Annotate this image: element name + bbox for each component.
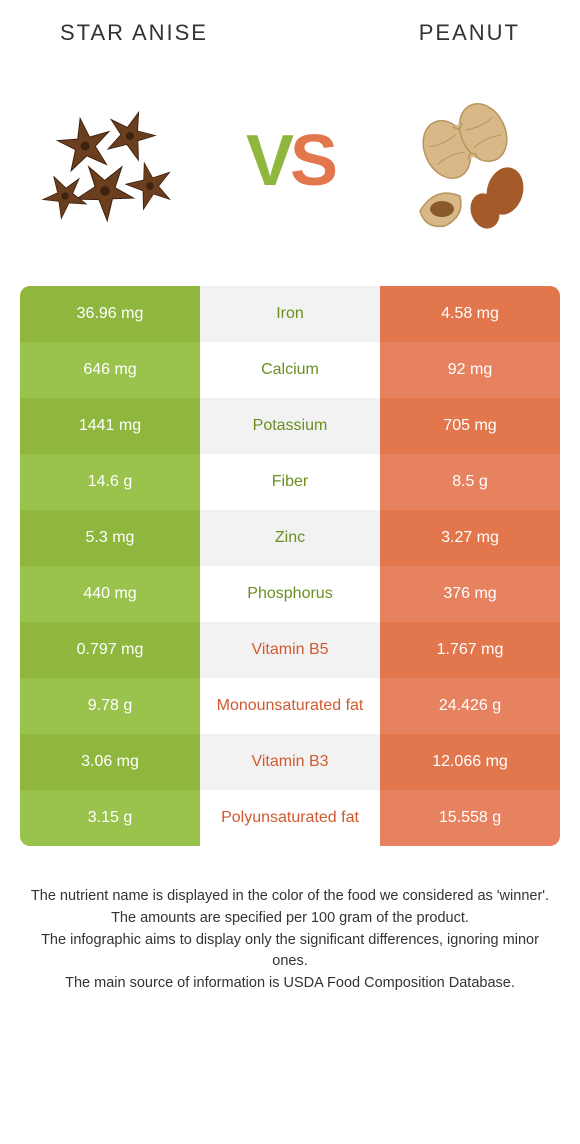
nutrient-name: Iron bbox=[200, 286, 380, 342]
table-row: 440 mgPhosphorus376 mg bbox=[20, 566, 560, 622]
vs-s: S bbox=[290, 120, 334, 202]
right-value: 705 mg bbox=[380, 398, 560, 454]
left-value: 3.15 g bbox=[20, 790, 200, 846]
table-row: 0.797 mgVitamin B51.767 mg bbox=[20, 622, 560, 678]
comparison-table: 36.96 mgIron4.58 mg646 mgCalcium92 mg144… bbox=[20, 286, 560, 846]
left-value: 9.78 g bbox=[20, 678, 200, 734]
right-value: 8.5 g bbox=[380, 454, 560, 510]
right-value: 92 mg bbox=[380, 342, 560, 398]
nutrient-name: Vitamin B5 bbox=[200, 622, 380, 678]
table-row: 3.06 mgVitamin B312.066 mg bbox=[20, 734, 560, 790]
left-value: 5.3 mg bbox=[20, 510, 200, 566]
nutrient-name: Fiber bbox=[200, 454, 380, 510]
vs-label: V S bbox=[246, 120, 334, 202]
table-row: 9.78 gMonounsaturated fat24.426 g bbox=[20, 678, 560, 734]
peanut-icon bbox=[390, 81, 550, 241]
nutrient-name: Zinc bbox=[200, 510, 380, 566]
footer-line-1: The nutrient name is displayed in the co… bbox=[30, 886, 550, 908]
right-value: 1.767 mg bbox=[380, 622, 560, 678]
right-value: 24.426 g bbox=[380, 678, 560, 734]
footer-line-3: The infographic aims to display only the… bbox=[30, 930, 550, 974]
table-row: 36.96 mgIron4.58 mg bbox=[20, 286, 560, 342]
nutrient-name: Phosphorus bbox=[200, 566, 380, 622]
table-row: 646 mgCalcium92 mg bbox=[20, 342, 560, 398]
nutrient-name: Polyunsaturated fat bbox=[200, 790, 380, 846]
vs-v: V bbox=[246, 120, 290, 202]
left-value: 3.06 mg bbox=[20, 734, 200, 790]
footer-notes: The nutrient name is displayed in the co… bbox=[0, 846, 580, 1015]
nutrient-name: Vitamin B3 bbox=[200, 734, 380, 790]
nutrient-name: Calcium bbox=[200, 342, 380, 398]
left-value: 646 mg bbox=[20, 342, 200, 398]
footer-line-2: The amounts are specified per 100 gram o… bbox=[30, 908, 550, 930]
hero-row: V S bbox=[0, 56, 580, 286]
right-value: 376 mg bbox=[380, 566, 560, 622]
header: Star anise Peanut bbox=[0, 0, 580, 56]
left-value: 36.96 mg bbox=[20, 286, 200, 342]
right-value: 3.27 mg bbox=[380, 510, 560, 566]
table-row: 1441 mgPotassium705 mg bbox=[20, 398, 560, 454]
table-row: 3.15 gPolyunsaturated fat15.558 g bbox=[20, 790, 560, 846]
footer-line-4: The main source of information is USDA F… bbox=[30, 973, 550, 995]
left-food-title: Star anise bbox=[60, 20, 208, 46]
left-value: 440 mg bbox=[20, 566, 200, 622]
left-value: 0.797 mg bbox=[20, 622, 200, 678]
left-value: 1441 mg bbox=[20, 398, 200, 454]
right-value: 12.066 mg bbox=[380, 734, 560, 790]
right-food-title: Peanut bbox=[419, 20, 520, 46]
table-row: 14.6 gFiber8.5 g bbox=[20, 454, 560, 510]
nutrient-name: Monounsaturated fat bbox=[200, 678, 380, 734]
table-row: 5.3 mgZinc3.27 mg bbox=[20, 510, 560, 566]
right-value: 15.558 g bbox=[380, 790, 560, 846]
left-value: 14.6 g bbox=[20, 454, 200, 510]
right-value: 4.58 mg bbox=[380, 286, 560, 342]
star-anise-icon bbox=[30, 81, 190, 241]
nutrient-name: Potassium bbox=[200, 398, 380, 454]
